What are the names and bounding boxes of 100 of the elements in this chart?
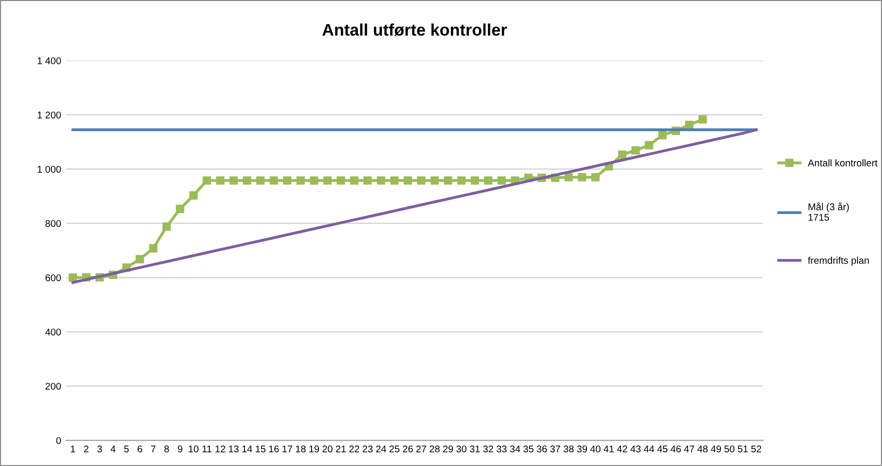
y-tick-label: 1 200	[38, 112, 61, 118]
y-tick-label: 1 000	[38, 166, 61, 173]
y-tick-label: 400	[45, 328, 61, 336]
point	[310, 176, 318, 185]
y-tick-label: 200	[46, 382, 61, 390]
y-tick-label: 800	[45, 220, 61, 227]
x-tick-label: 24	[376, 445, 386, 452]
x-tick-label: 35	[523, 445, 534, 452]
y-tick-label: 1 400	[38, 57, 61, 64]
point	[323, 176, 332, 185]
point	[229, 176, 238, 185]
x-tick-label: 43	[630, 445, 641, 452]
x-tick-label: 15	[256, 446, 266, 452]
x-tick-label: 50	[724, 445, 734, 452]
x-tick-label: 1	[70, 446, 76, 452]
point	[162, 222, 171, 231]
point	[658, 131, 667, 140]
x-tick-label: 41	[604, 446, 614, 452]
x-tick-label: 40	[590, 445, 600, 452]
x-tick-label: 8	[164, 445, 169, 452]
x-tick-label: 3	[97, 445, 102, 452]
x-tick-label: 23	[362, 445, 373, 452]
x-tick-label: 19	[309, 445, 319, 452]
point	[430, 176, 439, 185]
x-tick-label: 16	[269, 445, 279, 452]
point	[283, 176, 292, 185]
x-tick-label: 11	[202, 446, 212, 452]
point	[591, 173, 600, 182]
point	[698, 115, 707, 124]
point	[404, 176, 412, 185]
point	[631, 146, 640, 155]
x-tick-label: 18	[296, 445, 306, 452]
point	[68, 273, 78, 282]
y-tick-label: 600	[46, 274, 61, 282]
x-tick-label: 32	[483, 445, 494, 452]
x-tick-label: 48	[697, 445, 708, 452]
point	[363, 176, 372, 185]
x-tick-label: 21	[336, 445, 346, 452]
x-tick-label: 9	[178, 445, 182, 452]
point	[256, 176, 265, 185]
x-tick-label: 2	[84, 445, 88, 452]
point	[484, 176, 492, 185]
x-tick-label: 28	[430, 445, 440, 452]
point	[685, 120, 694, 130]
chart-title: Antall utførte kontroller	[322, 24, 507, 36]
point	[242, 176, 252, 185]
x-tick-label: 29	[443, 445, 453, 452]
x-tick-label: 49	[710, 445, 721, 452]
y-tick-label: 0	[56, 437, 61, 444]
x-tick-label: 52	[751, 445, 762, 452]
x-tick-label: 44	[644, 446, 654, 452]
x-tick-label: 27	[416, 445, 426, 452]
x-tick-label: 7	[151, 446, 156, 452]
point	[564, 173, 573, 182]
x-tick-label: 37	[550, 445, 560, 452]
x-tick-label: 36	[536, 445, 547, 452]
point	[618, 150, 626, 159]
point	[296, 176, 305, 185]
point	[189, 191, 198, 200]
point	[417, 176, 426, 185]
point	[578, 173, 586, 182]
point	[376, 176, 386, 185]
point	[444, 176, 452, 185]
legend-label: Antall kontrollert	[808, 159, 878, 166]
point	[149, 244, 158, 252]
x-tick-label: 39	[577, 445, 587, 452]
point	[457, 176, 466, 185]
x-tick-label: 34	[510, 445, 520, 452]
x-tick-label: 14	[242, 446, 252, 452]
legend-label: Mål (3 år) 1715	[808, 202, 849, 221]
x-tick-label: 5	[124, 446, 129, 452]
x-tick-label: 38	[564, 445, 574, 452]
point	[176, 204, 184, 214]
point	[136, 254, 144, 264]
x-tick-label: 4	[110, 446, 116, 452]
x-tick-label: 42	[617, 445, 628, 452]
legend-label: fremdrifts plan	[808, 256, 869, 266]
x-tick-label: 17	[282, 446, 292, 452]
point	[350, 176, 358, 185]
point	[644, 141, 654, 150]
point	[497, 176, 506, 185]
point	[470, 176, 480, 185]
x-tick-label: 33	[496, 445, 507, 452]
x-tick-label: 51	[738, 446, 748, 452]
x-tick-label: 45	[657, 446, 668, 452]
x-tick-label: 31	[470, 445, 480, 452]
x-tick-label: 22	[349, 445, 360, 452]
x-tick-label: 10	[188, 445, 198, 452]
x-tick-label: 25	[390, 445, 400, 452]
point	[336, 176, 346, 185]
point	[270, 176, 278, 185]
x-tick-label: 30	[456, 445, 466, 452]
point	[390, 176, 399, 185]
x-tick-label: 6	[138, 445, 142, 452]
x-tick-label: 20	[322, 445, 332, 452]
x-tick-label: 13	[228, 445, 239, 452]
x-tick-label: 12	[216, 445, 226, 452]
x-tick-label: 46	[670, 445, 681, 452]
x-tick-label: 47	[684, 446, 694, 452]
point	[202, 176, 212, 185]
